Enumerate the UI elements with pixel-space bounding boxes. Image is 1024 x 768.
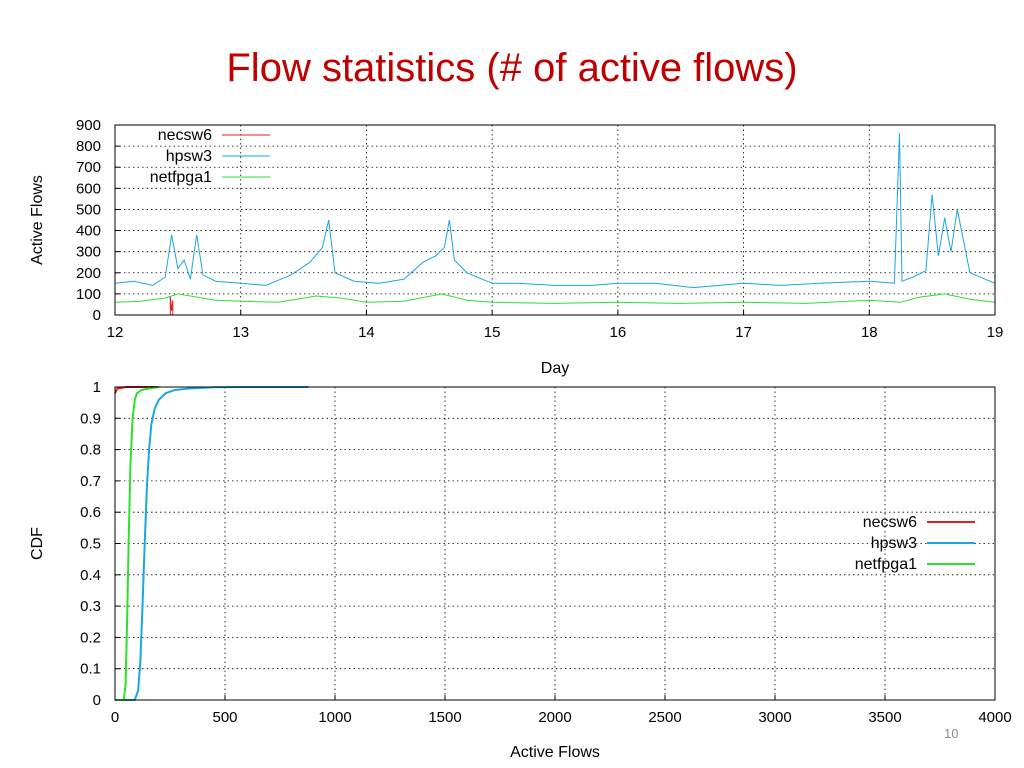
flows-over-time-y-axis-label: Active Flows — [29, 175, 46, 265]
flows-cdf-plot-frame — [114, 386, 996, 701]
flows-over-time-plot-frame — [114, 124, 996, 316]
flows-over-time-legend-label: netfpga1 — [150, 169, 212, 186]
flows-over-time-series-necsw6 — [169, 295, 174, 315]
flows-over-time-y-tick-label: 400 — [76, 223, 101, 240]
flows-cdf-y-tick-label: 0.4 — [80, 567, 101, 584]
flows-cdf-x-tick-label: 4000 — [978, 709, 1011, 726]
flows-cdf-x-tick-label: 2000 — [538, 709, 571, 726]
flows-cdf-y-tick-label: 0.3 — [80, 598, 101, 615]
flows-over-time-x-tick-label: 12 — [107, 324, 124, 341]
flows-over-time-series-hpsw3 — [114, 133, 996, 289]
flows-cdf-x-tick-label: 0 — [111, 709, 119, 726]
flows-over-time-legend-label: necsw6 — [158, 127, 212, 144]
flows-over-time-x-tick-label: 19 — [987, 324, 1004, 341]
flows-over-time-y-tick-label: 600 — [76, 180, 101, 197]
flows-cdf-x-tick-label: 3000 — [758, 709, 791, 726]
flows-over-time-legend-label: hpsw3 — [166, 148, 212, 165]
flows-cdf-y-tick-label: 0.8 — [80, 442, 101, 459]
flows-over-time-x-tick-label: 18 — [861, 324, 878, 341]
flows-cdf-x-tick-label: 3500 — [868, 709, 901, 726]
flows-cdf-legend-label: necsw6 — [863, 514, 917, 531]
flows-cdf-y-tick-label: 0.5 — [80, 536, 101, 553]
flows-over-time-y-tick-label: 700 — [76, 159, 101, 176]
flows-over-time-x-axis-label: Day — [541, 360, 569, 377]
flows-cdf-series-hpsw3 — [115, 386, 309, 701]
flows-over-time-x-tick-label: 17 — [735, 324, 752, 341]
flows-cdf-y-tick-label: 0.6 — [80, 504, 101, 521]
flows-over-time-x-tick-label: 15 — [484, 324, 501, 341]
flows-over-time-x-tick-label: 14 — [358, 324, 375, 341]
page-number: 10 — [944, 726, 959, 741]
flows-over-time-x-tick-label: 16 — [610, 324, 627, 341]
flows-cdf-y-tick-label: 0.7 — [80, 473, 101, 490]
flows-cdf-legend-label: netfpga1 — [855, 556, 917, 573]
flows-cdf-x-tick-label: 500 — [212, 709, 237, 726]
flows-cdf-x-tick-label: 1000 — [318, 709, 351, 726]
flows-cdf-x-tick-label: 2500 — [648, 709, 681, 726]
flows-over-time-series-netfpga1 — [114, 293, 996, 304]
flows-over-time-x-tick-label: 13 — [232, 324, 249, 341]
flows-over-time-y-tick-label: 500 — [76, 201, 101, 218]
flows-cdf-y-tick-label: 0.1 — [80, 661, 101, 678]
slide-title: Flow statistics (# of active flows) — [226, 46, 798, 90]
flows-cdf-y-tick-label: 0.2 — [80, 629, 101, 646]
flows-cdf-legend-label: hpsw3 — [871, 535, 917, 552]
flows-over-time-y-tick-label: 0 — [93, 307, 101, 324]
flows-over-time-y-tick-label: 800 — [76, 138, 101, 155]
flows-cdf-x-axis-label: Active Flows — [510, 744, 600, 761]
flows-cdf-y-tick-label: 0.9 — [80, 410, 101, 427]
flows-cdf-y-tick-label: 1 — [93, 379, 101, 396]
flows-over-time-y-tick-label: 200 — [76, 265, 101, 282]
flows-cdf-y-axis-label: CDF — [29, 527, 46, 560]
flows-cdf-series-netfpga1 — [115, 386, 160, 701]
flows-over-time-y-tick-label: 100 — [76, 286, 101, 303]
flows-cdf-x-tick-label: 1500 — [428, 709, 461, 726]
flows-over-time-y-tick-label: 300 — [76, 244, 101, 261]
flows-cdf-y-tick-label: 0 — [93, 692, 101, 709]
flows-over-time-y-tick-label: 900 — [76, 117, 101, 134]
